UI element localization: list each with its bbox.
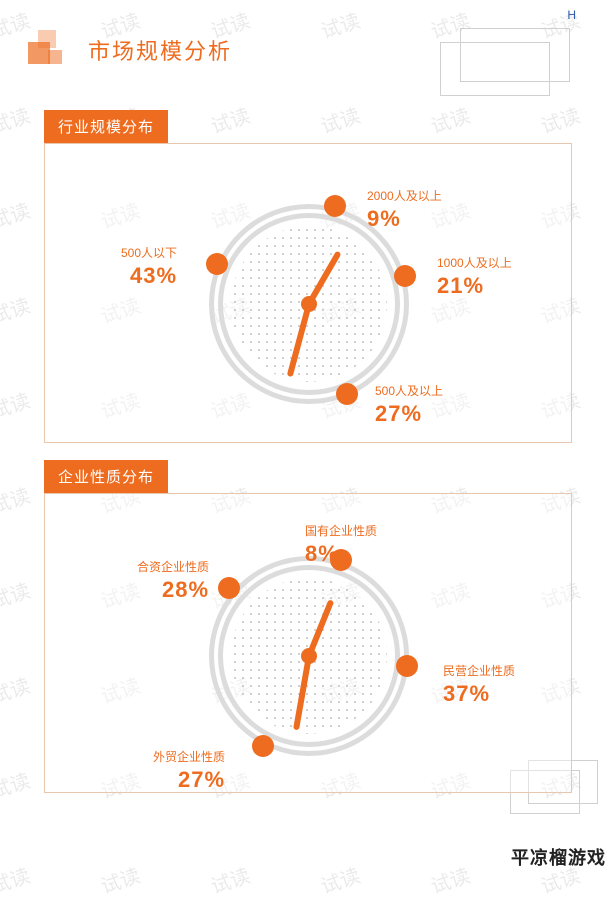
data-label-pct: 37% [443, 680, 515, 709]
footer-brand: 平凉榴游戏 [511, 844, 606, 870]
data-label-text: 500人以下 [121, 246, 177, 262]
clock-dial [209, 204, 409, 404]
corner-letter: H [567, 8, 576, 22]
data-label: 500人以下43% [121, 246, 177, 290]
data-label: 民营企业性质37% [443, 664, 515, 708]
data-label: 500人及以上27% [375, 384, 443, 428]
data-label-text: 1000人及以上 [437, 256, 512, 272]
data-label: 外贸企业性质27% [153, 750, 225, 794]
data-marker [206, 253, 228, 275]
data-label-pct: 21% [437, 272, 512, 301]
data-label-text: 合资企业性质 [137, 560, 209, 576]
data-label-pct: 43% [121, 262, 177, 291]
data-label: 合资企业性质28% [137, 560, 209, 604]
panel-title: 企业性质分布 [44, 460, 168, 493]
panel-body: 国有企业性质8% 民营企业性质37% 外贸企业性质27% 合资企业性质28% [44, 493, 572, 793]
data-label-text: 国有企业性质 [305, 524, 377, 540]
data-label-pct: 27% [153, 766, 225, 795]
page-title: 市场规模分析 [88, 34, 232, 66]
clock-center-icon [301, 648, 317, 664]
data-label: 国有企业性质8% [305, 524, 377, 568]
deco-rect [460, 28, 570, 82]
data-label-text: 2000人及以上 [367, 189, 442, 205]
data-label-pct: 8% [305, 540, 377, 569]
data-label: 1000人及以上21% [437, 256, 512, 300]
panel-title: 行业规模分布 [44, 110, 168, 143]
data-label-pct: 9% [367, 205, 442, 234]
data-marker [396, 655, 418, 677]
data-marker [336, 383, 358, 405]
clock-center-icon [301, 296, 317, 312]
data-label: 2000人及以上9% [367, 189, 442, 233]
data-label-text: 外贸企业性质 [153, 750, 225, 766]
page-header: 市场规模分析 [28, 30, 232, 70]
data-marker [324, 195, 346, 217]
data-marker [252, 735, 274, 757]
header-squares-icon [28, 30, 74, 70]
data-label-pct: 28% [137, 576, 209, 605]
data-label-pct: 27% [375, 400, 443, 429]
data-label-text: 民营企业性质 [443, 664, 515, 680]
panel: 行业规模分布2000人及以上9%1000人及以上21%500人及以上27%500… [44, 110, 572, 443]
data-marker [218, 577, 240, 599]
panel-body: 2000人及以上9% 1000人及以上21% 500人及以上27% 500人以下43% [44, 143, 572, 443]
data-label-text: 500人及以上 [375, 384, 443, 400]
panel: 企业性质分布国有企业性质8% 民营企业性质37% 外贸企业性质27% 合资企业性质28… [44, 460, 572, 793]
data-marker [394, 265, 416, 287]
